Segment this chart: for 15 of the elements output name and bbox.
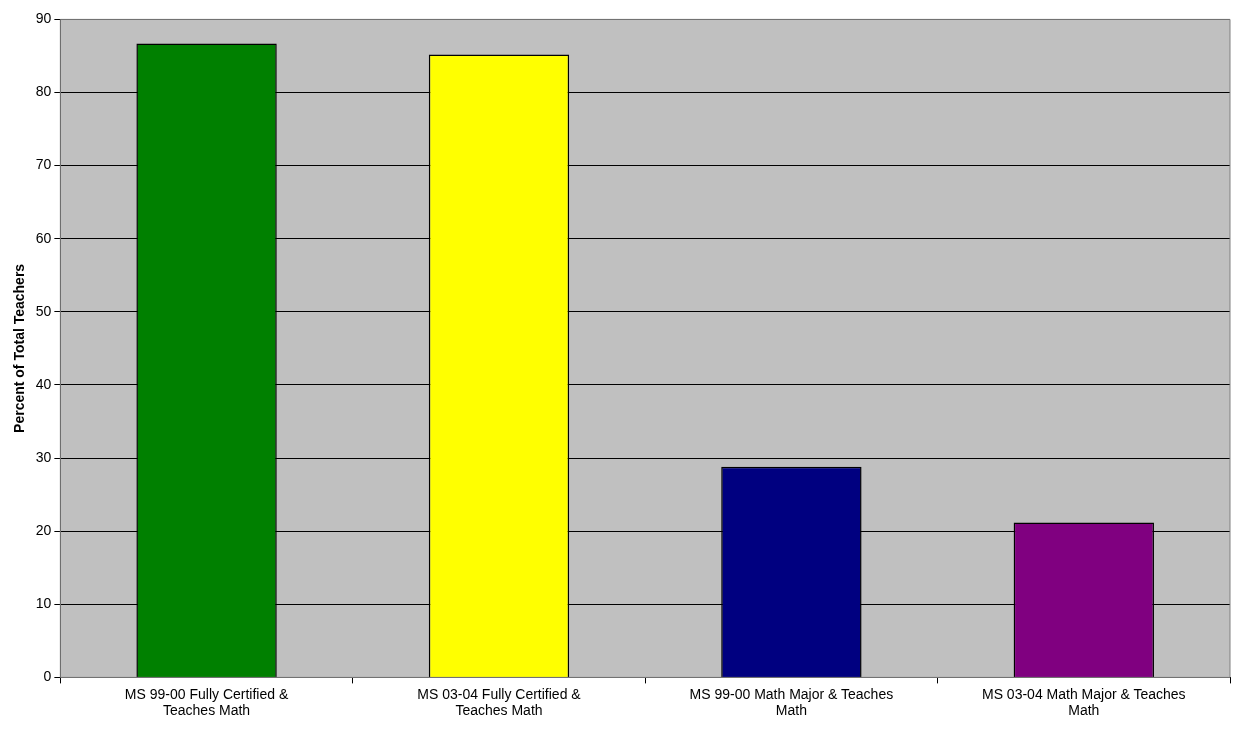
y-tick-label: 50 (35, 302, 52, 319)
y-tick-label: 40 (35, 375, 52, 392)
y-tick-label: 60 (35, 229, 52, 246)
x-tick-label: MS 99-00 Fully Certified & Teaches Math (124, 685, 289, 719)
y-tick-label: 20 (35, 522, 52, 539)
y-tick-label: 30 (35, 448, 52, 465)
x-tick-label: MS 03-04 Fully Certified & Teaches Math (417, 685, 582, 719)
x-tick-label: MS 99-00 Math Major & Teaches Math (689, 685, 894, 719)
y-tick-label: 0 (43, 668, 52, 685)
y-axis-title: Percent of Total Teachers (11, 263, 28, 433)
x-tick-label: MS 03-04 Math Major & Teaches Math (981, 685, 1186, 719)
y-tick-label: 10 (35, 595, 52, 612)
y-tick-label: 90 (35, 10, 52, 27)
y-tick-label: 80 (35, 83, 52, 100)
y-tick-label: 70 (35, 156, 52, 173)
